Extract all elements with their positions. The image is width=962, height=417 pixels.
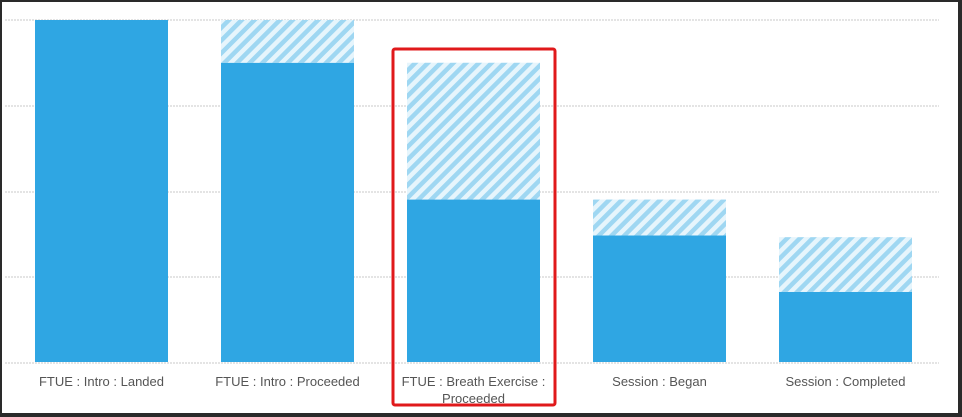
bar-solid-1 (221, 62, 354, 362)
bars (35, 20, 912, 362)
highlight-overlay (391, 47, 557, 407)
bar-hatched-4 (779, 237, 912, 292)
bar-hatched-3 (593, 199, 726, 236)
chart-frame: FTUE : Intro : Landed FTUE : Intro : Proc… (2, 2, 958, 413)
bar-solid-2 (407, 199, 540, 362)
bar-hatched-1 (221, 20, 354, 63)
x-tick-label-2-0: FTUE : Breath Exercise : (402, 374, 546, 389)
x-tick-label-3-0: Session : Began (612, 374, 707, 389)
x-tick-label-4-0: Session : Completed (786, 374, 906, 389)
x-tick-label-1-0: FTUE : Intro : Proceeded (215, 374, 360, 389)
x-tick-label-2-1: Proceeded (442, 391, 505, 406)
bar-hatched-2 (407, 62, 540, 200)
bar-solid-0 (35, 20, 168, 362)
funnel-bar-chart: FTUE : Intro : Landed FTUE : Intro : Proc… (5, 19, 939, 407)
x-axis-labels: FTUE : Intro : Landed FTUE : Intro : Proc… (39, 374, 905, 406)
bar-solid-4 (779, 291, 912, 362)
bar-solid-3 (593, 235, 726, 362)
highlight-box (391, 47, 557, 407)
x-tick-label-0-0: FTUE : Intro : Landed (39, 374, 164, 389)
